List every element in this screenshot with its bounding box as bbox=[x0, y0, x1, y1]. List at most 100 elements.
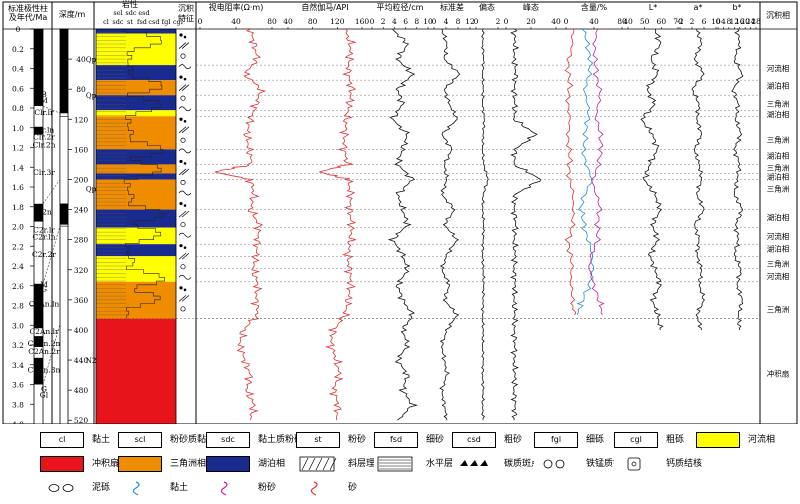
legend-label: 冲积扇 bbox=[92, 459, 120, 469]
chron-label: C2An.ln bbox=[29, 300, 60, 309]
carbon-spot-symbol bbox=[183, 246, 187, 249]
gpts-title: 标准极性柱 bbox=[8, 3, 48, 13]
legend-label: 粗砂 bbox=[504, 435, 523, 445]
depth-tick-label: 520 bbox=[74, 416, 89, 424]
legend-label: 粉砂 bbox=[258, 483, 277, 493]
cross-bedding-symbol bbox=[181, 126, 190, 134]
legend-item: st 粉砂 bbox=[296, 432, 376, 450]
legend-label: 细砂 bbox=[426, 435, 445, 445]
gpts-age-label: 及年代/Ma bbox=[9, 12, 48, 22]
calc-nodule-symbol bbox=[178, 64, 192, 69]
age-tick-label: 2.2 bbox=[12, 242, 24, 251]
legend-label: 粉砂 bbox=[348, 435, 367, 445]
legend-item: 冲积扇 bbox=[40, 456, 120, 474]
depth-tick-label: 80 bbox=[76, 85, 86, 94]
pattern-calc-dot bbox=[631, 461, 637, 467]
facies-band-lake bbox=[96, 65, 176, 81]
age-tick-label: 3.4 bbox=[12, 361, 24, 370]
panel-tick-label: 70 bbox=[673, 17, 683, 26]
panel-tick-label: 40 bbox=[283, 17, 293, 26]
facies-band-delta bbox=[96, 164, 176, 174]
polarity-normal-block bbox=[34, 29, 43, 107]
legend-pattern-mudgravel bbox=[48, 484, 74, 492]
carbon-spot-symbol bbox=[179, 201, 183, 206]
facies-band-lake bbox=[96, 95, 176, 111]
calc-nodule-symbol bbox=[178, 106, 192, 112]
facies-band-fan bbox=[96, 318, 176, 424]
legend-swatch bbox=[40, 456, 84, 472]
chron-label: C2An.2n bbox=[28, 339, 61, 348]
panel-tick-label: 12 bbox=[730, 17, 740, 26]
age-tick-label: 1.0 bbox=[12, 124, 24, 133]
nodule-symbol bbox=[180, 137, 186, 143]
carbon-spot-symbol bbox=[179, 244, 183, 248]
panel-tick-label: 6 bbox=[403, 17, 408, 26]
panel-title: 标准差 bbox=[440, 2, 464, 12]
panel-tick-label: 28 bbox=[751, 17, 761, 26]
legend-swatch: st bbox=[296, 432, 340, 448]
core-label: Qp bbox=[86, 56, 97, 64]
legend-label: 河流相 bbox=[748, 435, 776, 445]
chron-label: M bbox=[40, 96, 48, 105]
carbon-spot-symbol bbox=[179, 75, 183, 79]
facies-label: 湖泊相 bbox=[767, 109, 790, 119]
facies-label: 冲积扇 bbox=[767, 369, 790, 379]
facies-label: 河流相 bbox=[767, 63, 790, 73]
carbon-spot-symbol bbox=[179, 286, 183, 290]
chron-label: B bbox=[41, 90, 47, 99]
legend-label: 湖泊相 bbox=[258, 459, 286, 469]
age-tick-label: 1.2 bbox=[12, 144, 24, 153]
polarity-normal-block bbox=[34, 283, 43, 329]
depth-tick-label: 240 bbox=[74, 206, 89, 215]
legend-pattern-horizontal bbox=[377, 456, 413, 472]
polarity-normal-block bbox=[34, 203, 43, 222]
pattern-line bbox=[322, 457, 330, 471]
figure-border bbox=[2, 1, 798, 424]
legend-label: 砂 bbox=[348, 483, 358, 493]
panel-tick-label: 24 bbox=[746, 17, 756, 26]
pattern-calc bbox=[627, 457, 641, 471]
chron-label: C2r.lr bbox=[33, 225, 55, 234]
legend-swatch bbox=[374, 456, 418, 472]
legend-item: 黏土 bbox=[118, 480, 198, 498]
cross-bedding-symbol bbox=[178, 84, 187, 91]
pattern-nodule bbox=[555, 459, 565, 469]
depth-column: 40 80 120 160 200 240 280 320 360 400 440 480 520 Qp Q… bbox=[42, 28, 97, 424]
depth-tick-label: 160 bbox=[74, 145, 89, 154]
cross-bedding-symbol bbox=[178, 295, 187, 302]
age-tick-label: 4.0 bbox=[12, 420, 24, 424]
lith-code: cgl bbox=[173, 18, 183, 26]
panel-tick-label: 60 bbox=[657, 17, 667, 26]
cross-bedding-symbol bbox=[181, 168, 190, 176]
lith-frame bbox=[95, 28, 177, 424]
legend-pattern-nodule bbox=[543, 459, 565, 469]
facies-title: 沉积相 bbox=[766, 10, 790, 20]
panel-tick-label: 6 bbox=[702, 17, 707, 26]
facies-band-river bbox=[96, 256, 176, 269]
chron-label: C2An.lr bbox=[29, 327, 59, 336]
legend-swatch bbox=[534, 456, 578, 472]
legend-swatch bbox=[296, 456, 340, 472]
pattern-line bbox=[315, 457, 323, 471]
age-tick-label: 1.8 bbox=[12, 203, 24, 212]
cross-bedding-symbol bbox=[181, 42, 190, 49]
correlation-line bbox=[42, 105, 61, 114]
depth-tick-label: 280 bbox=[74, 236, 89, 245]
nodule-symbol bbox=[180, 179, 186, 186]
depth-tick-label: 480 bbox=[74, 386, 89, 395]
facies-label: 湖泊相 bbox=[767, 150, 790, 160]
carbon-spot-symbol bbox=[179, 33, 183, 37]
calc-nodule-symbol bbox=[178, 274, 192, 280]
panel-tick-label: 20 bbox=[740, 17, 750, 26]
carbon-spot-symbol bbox=[183, 35, 187, 39]
legend-item: 铁锰质锈染及结核 bbox=[534, 456, 658, 474]
panel-tick-label: 8 bbox=[456, 17, 461, 26]
panel-tick-label: -2 bbox=[676, 17, 684, 26]
depth-tick-label: 200 bbox=[74, 175, 89, 184]
calc-nodule-symbol bbox=[178, 232, 192, 238]
carbon-spot-symbol bbox=[179, 117, 183, 121]
series-line bbox=[640, 28, 664, 331]
legend-item: fgl 细砾 bbox=[534, 432, 614, 450]
pattern-nodule bbox=[543, 459, 553, 469]
